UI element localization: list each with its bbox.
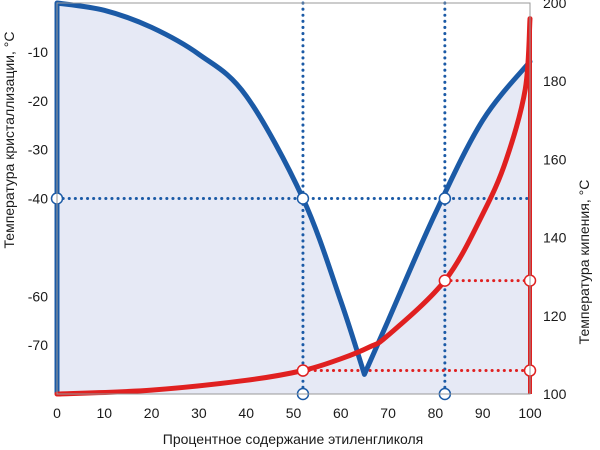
y-right-tick-label: 160 [543, 151, 567, 167]
y-right-tick-label: 180 [543, 73, 567, 89]
x-tick-label: 40 [238, 405, 254, 421]
x-axis-label: Процентное содержание этиленгликоля [163, 431, 423, 447]
marker-point [438, 192, 452, 205]
marker-point [438, 274, 452, 287]
tick-labels: 0 10 20 30 40 50 60 70 80 90 100 -10 -20 -30 -40 -60 -70… [28, 0, 567, 421]
y-left-tick-label: -70 [28, 337, 48, 353]
y-left-tick-label: -60 [28, 288, 48, 304]
y-axis-right-label: Температура кипения, °C [576, 180, 592, 345]
x-tick-label: 20 [144, 405, 160, 421]
y-axis-left-label: Температура кристаллизации, °C [1, 32, 17, 249]
x-tick-label: 10 [97, 405, 113, 421]
x-tick-label: 30 [191, 405, 207, 421]
x-tick-label: 70 [380, 405, 396, 421]
series-boiling-line [54, 16, 533, 397]
y-right-tick-label: 200 [543, 0, 567, 11]
x-tick-label: 80 [428, 405, 444, 421]
y-left-tick-label: -40 [28, 191, 48, 207]
x-tick-label: 90 [475, 405, 491, 421]
marker-point [296, 364, 310, 377]
x-tick-label: 60 [333, 405, 349, 421]
x-tick-label: 100 [518, 405, 542, 421]
y-right-tick-label: 140 [543, 230, 567, 246]
x-tick-label: 50 [286, 405, 302, 421]
marker-point [296, 192, 310, 205]
x-tick-label: 0 [53, 405, 61, 421]
y-left-tick-label: -20 [28, 93, 48, 109]
y-left-tick-label: -10 [28, 44, 48, 60]
y-left-tick-label: -30 [28, 142, 48, 158]
y-right-tick-label: 120 [543, 308, 567, 324]
y-right-tick-label: 100 [543, 386, 567, 402]
plot-frame [56, 2, 531, 395]
